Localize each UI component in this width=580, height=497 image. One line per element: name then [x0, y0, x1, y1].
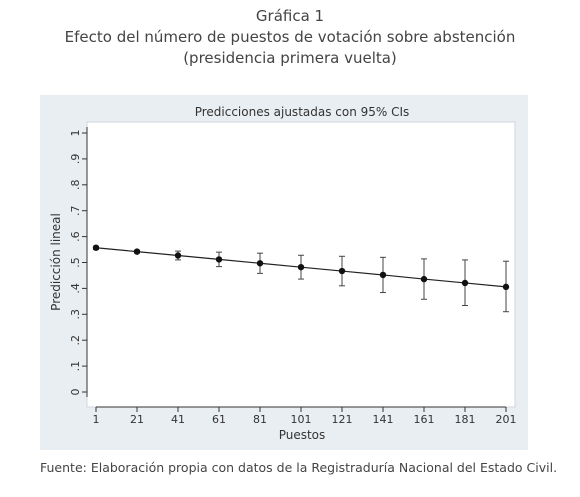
- y-tick-label: .3: [69, 309, 82, 320]
- data-point: [502, 283, 510, 291]
- x-tick-label: 81: [253, 413, 267, 426]
- prediction-chart: Predicciones ajustadas con 95% CIs Puest…: [49, 105, 517, 442]
- figure-label: Gráfica 1: [255, 7, 325, 25]
- figure-subtitle: (presidencia primera vuelta): [183, 49, 397, 67]
- x-tick-label: 201: [496, 413, 517, 426]
- y-axis-ticks: 0 .1 .2 .3 .4 .5 .6 .7 .8 .9 1: [69, 130, 87, 396]
- source-note: Fuente: Elaboración propia con datos de …: [40, 460, 558, 475]
- y-tick-label: .6: [69, 231, 82, 242]
- figure-header: Gráfica 1 Efecto del número de puestos d…: [0, 6, 580, 69]
- data-point: [215, 256, 223, 263]
- y-tick-label: .5: [69, 257, 82, 268]
- data-points: [92, 244, 510, 291]
- chart-title: Predicciones ajustadas con 95% CIs: [195, 105, 410, 119]
- data-point: [256, 260, 264, 267]
- x-tick-label: 141: [373, 413, 394, 426]
- y-tick-label: .8: [69, 180, 82, 191]
- x-tick-label: 161: [414, 413, 435, 426]
- x-tick-label: 1: [93, 413, 100, 426]
- x-tick-label: 181: [455, 413, 476, 426]
- data-point: [379, 271, 387, 279]
- figure-title: Efecto del número de puestos de votación…: [64, 28, 516, 46]
- y-tick-label: .2: [69, 335, 82, 346]
- y-tick-label: .4: [69, 283, 82, 294]
- x-tick-label: 21: [130, 413, 144, 426]
- x-axis-title: Puestos: [279, 428, 326, 442]
- data-point: [92, 244, 100, 251]
- y-tick-label: 1: [69, 130, 82, 137]
- data-point: [297, 263, 305, 271]
- x-tick-label: 61: [212, 413, 226, 426]
- data-point: [174, 252, 182, 259]
- x-tick-label: 41: [171, 413, 185, 426]
- x-axis-ticks: 1 21 41 61 81 101 121 141 161 181 201: [93, 407, 517, 426]
- x-tick-label: 101: [291, 413, 312, 426]
- data-point: [420, 275, 428, 283]
- chart-panel: Predicciones ajustadas con 95% CIs Puest…: [40, 95, 528, 450]
- y-tick-label: 0: [69, 389, 82, 396]
- data-point: [461, 279, 469, 287]
- y-tick-label: .9: [69, 154, 82, 165]
- y-axis-title: Predicción lineal: [49, 213, 63, 311]
- x-tick-label: 121: [332, 413, 353, 426]
- y-tick-label: .1: [69, 361, 82, 372]
- data-point: [338, 267, 346, 275]
- y-tick-label: .7: [69, 205, 82, 216]
- data-point: [133, 248, 141, 255]
